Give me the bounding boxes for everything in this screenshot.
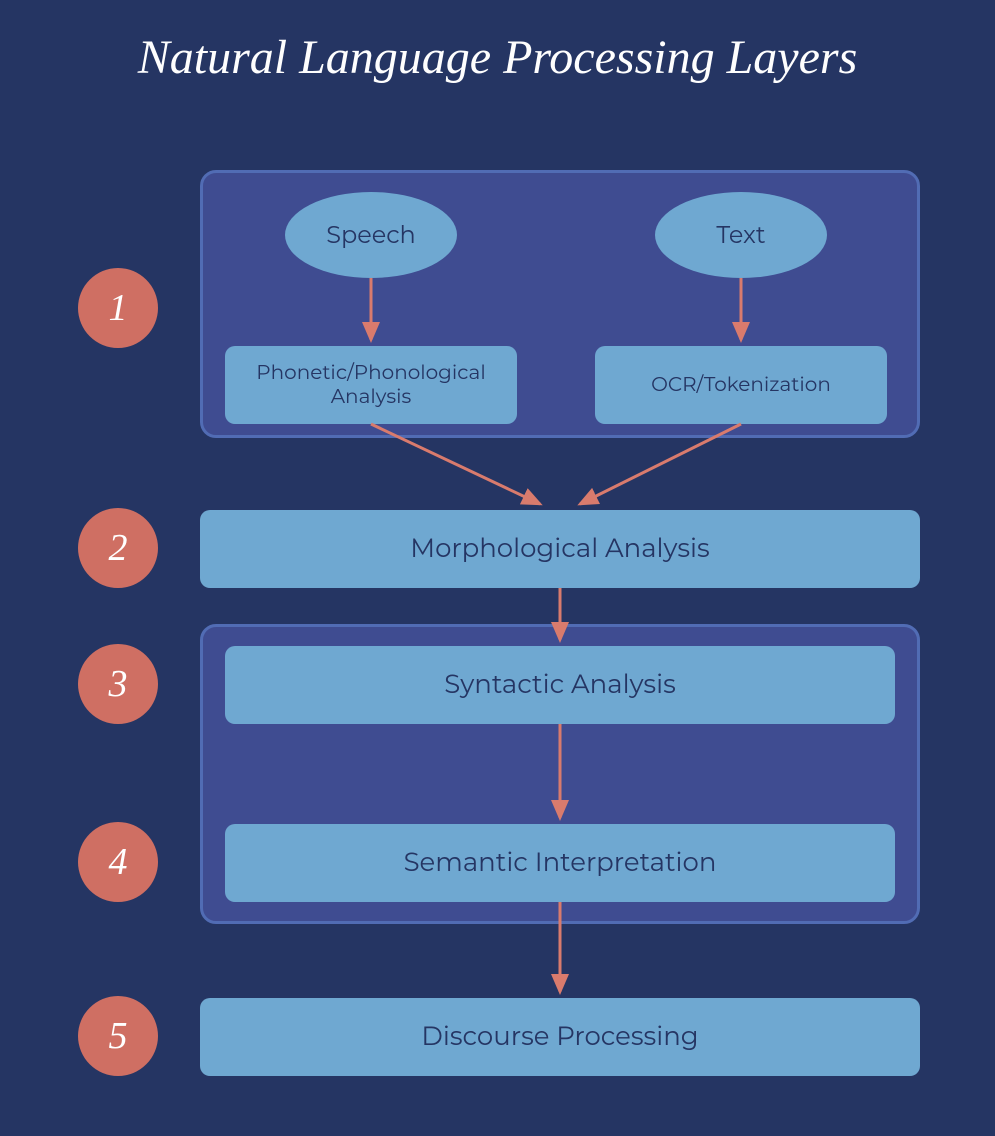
stage-box-ocr: OCR/Tokenization — [595, 346, 887, 424]
stage-box-syntactic: Syntactic Analysis — [225, 646, 895, 724]
step-number-label: 3 — [109, 662, 128, 706]
box-label: Phonetic/Phonological Analysis — [256, 361, 485, 409]
box-label: OCR/Tokenization — [651, 373, 831, 397]
stage-box-discourse: Discourse Processing — [200, 998, 920, 1076]
step-number-3: 3 — [78, 644, 158, 724]
ellipse-label: Text — [716, 221, 765, 250]
stage-box-phonetic: Phonetic/Phonological Analysis — [225, 346, 517, 424]
step-number-label: 4 — [109, 840, 128, 884]
stage-box-morph: Morphological Analysis — [200, 510, 920, 588]
diagram-title: Natural Language Processing Layers — [0, 30, 995, 85]
input-ellipse-speech: Speech — [285, 192, 457, 278]
input-ellipse-text: Text — [655, 192, 827, 278]
box-label: Morphological Analysis — [410, 533, 710, 564]
step-number-2: 2 — [78, 508, 158, 588]
box-label: Syntactic Analysis — [444, 669, 676, 700]
box-label: Semantic Interpretation — [404, 847, 717, 878]
step-number-1: 1 — [78, 268, 158, 348]
ellipse-label: Speech — [326, 221, 416, 250]
step-number-label: 2 — [109, 526, 128, 570]
stage-box-semantic: Semantic Interpretation — [225, 824, 895, 902]
step-number-5: 5 — [78, 996, 158, 1076]
step-number-label: 1 — [109, 286, 128, 330]
box-label: Discourse Processing — [421, 1021, 698, 1052]
step-number-label: 5 — [109, 1014, 128, 1058]
step-number-4: 4 — [78, 822, 158, 902]
